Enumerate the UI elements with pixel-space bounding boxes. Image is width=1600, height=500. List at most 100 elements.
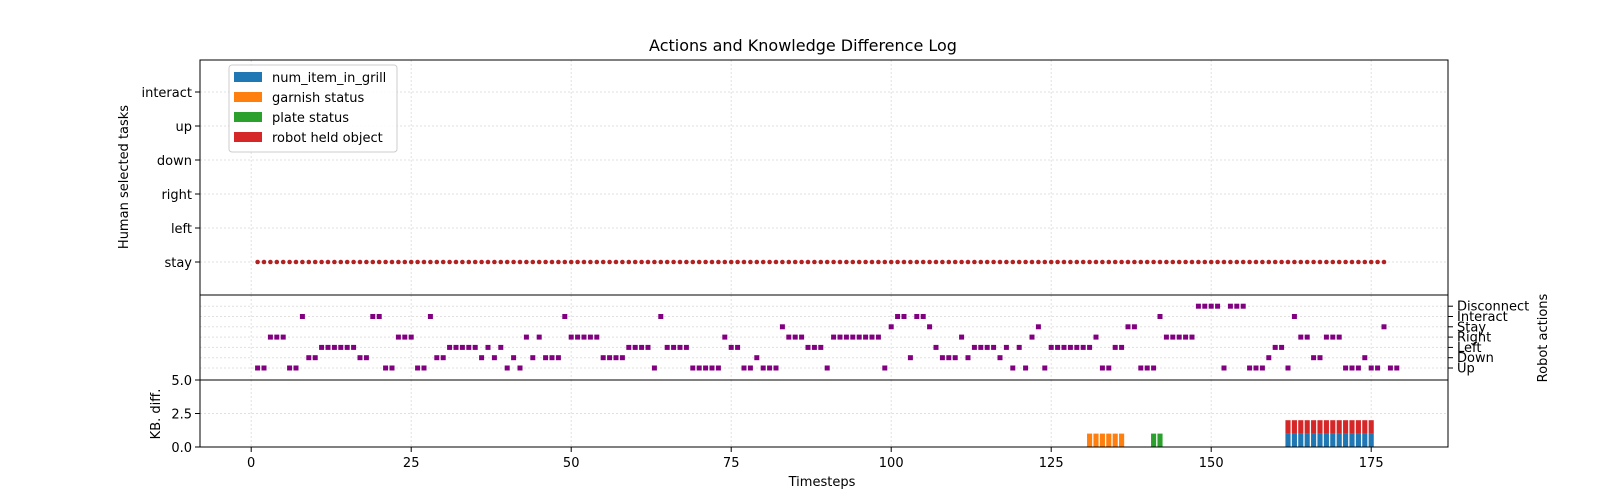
robot-point — [863, 334, 869, 340]
robot-point — [1266, 355, 1272, 361]
human-point — [1176, 259, 1182, 265]
robot-point — [869, 334, 875, 340]
human-point — [645, 259, 651, 265]
human-point — [408, 259, 414, 265]
xtick-label: 150 — [1199, 456, 1224, 471]
human-y-axis: stay left right down up interact — [141, 86, 200, 271]
legend-swatch — [234, 72, 262, 82]
robot-point — [543, 355, 549, 361]
human-point — [1266, 259, 1272, 265]
human-point — [997, 259, 1003, 265]
robot-point — [767, 365, 773, 371]
robot-point — [447, 344, 453, 350]
legend-swatch — [234, 132, 262, 142]
legend-swatch — [234, 92, 262, 102]
robot-point — [703, 365, 709, 371]
robot-point — [440, 355, 446, 361]
robot-point — [376, 314, 382, 319]
human-point — [722, 259, 728, 265]
human-point — [632, 259, 638, 265]
human-point — [972, 259, 977, 265]
robot-point — [319, 344, 325, 350]
robot-point — [1112, 344, 1118, 350]
human-point — [914, 259, 920, 265]
legend-label: robot held object — [272, 131, 383, 146]
robot-point — [555, 355, 561, 361]
human-point — [261, 259, 267, 265]
robot-point — [850, 334, 856, 340]
human-point — [421, 259, 427, 265]
human-point — [389, 259, 395, 265]
human-point — [927, 259, 932, 265]
robot-point — [907, 355, 913, 361]
human-point — [920, 259, 926, 265]
human-point — [453, 259, 459, 265]
human-point — [1260, 259, 1265, 265]
human-point — [306, 259, 312, 265]
human-point — [1106, 259, 1112, 265]
human-point — [472, 259, 478, 265]
human-point — [946, 259, 952, 265]
robot-point — [920, 314, 926, 319]
robot-point — [888, 324, 894, 330]
robot-point — [939, 355, 945, 361]
robot-point — [587, 334, 593, 340]
robot-point — [1279, 344, 1285, 350]
human-point — [1304, 259, 1310, 265]
kb-bar — [1157, 433, 1163, 447]
robot-point — [1176, 334, 1182, 340]
human-point — [812, 259, 817, 265]
human-point — [1228, 259, 1233, 265]
robot-point — [1272, 344, 1278, 350]
human-point — [716, 259, 721, 265]
human-point — [319, 259, 324, 265]
robot-point — [664, 344, 670, 350]
kb-bar — [1368, 420, 1374, 434]
robot-point — [1144, 365, 1150, 371]
robot-point — [927, 324, 933, 330]
human-point — [856, 259, 862, 265]
human-point — [748, 259, 753, 265]
human-point — [396, 259, 401, 265]
robot-point — [728, 344, 734, 350]
robot-point — [511, 355, 517, 361]
robot-point — [1163, 334, 1169, 340]
kb-grid — [200, 379, 1448, 448]
human-point — [1247, 259, 1252, 265]
robot-point — [1381, 324, 1387, 330]
robot-point — [1106, 365, 1112, 371]
human-point — [690, 259, 696, 265]
human-point — [536, 259, 542, 265]
human-point — [1029, 259, 1035, 265]
robot-point — [991, 344, 997, 350]
robot-point — [1067, 344, 1073, 350]
human-point — [837, 259, 843, 265]
human-point — [940, 259, 945, 265]
human-point — [984, 259, 990, 265]
robot-point — [581, 334, 587, 340]
human-point — [268, 259, 273, 265]
human-point — [293, 259, 299, 265]
robot-point — [1253, 365, 1259, 371]
kb-bar — [1349, 433, 1355, 447]
robot-point — [1336, 334, 1342, 340]
robot-point — [875, 334, 881, 340]
robot-point — [1074, 344, 1080, 350]
kb-bar — [1368, 433, 1374, 447]
kb-bar — [1311, 420, 1317, 434]
robot-point — [1151, 365, 1157, 371]
kb-bar — [1298, 420, 1304, 434]
robot-point — [1323, 334, 1329, 340]
robot-point — [959, 334, 965, 340]
robot-point — [549, 355, 555, 361]
kb-bar — [1093, 433, 1099, 447]
robot-point — [293, 365, 299, 371]
robot-point — [1119, 344, 1125, 350]
kb-bar — [1317, 420, 1323, 434]
human-point — [402, 259, 408, 265]
human-point — [1343, 259, 1348, 265]
robot-point — [274, 334, 280, 340]
robot-point — [1387, 365, 1393, 371]
robot-point — [792, 334, 798, 340]
human-ylabel: Human selected tasks — [117, 105, 132, 249]
